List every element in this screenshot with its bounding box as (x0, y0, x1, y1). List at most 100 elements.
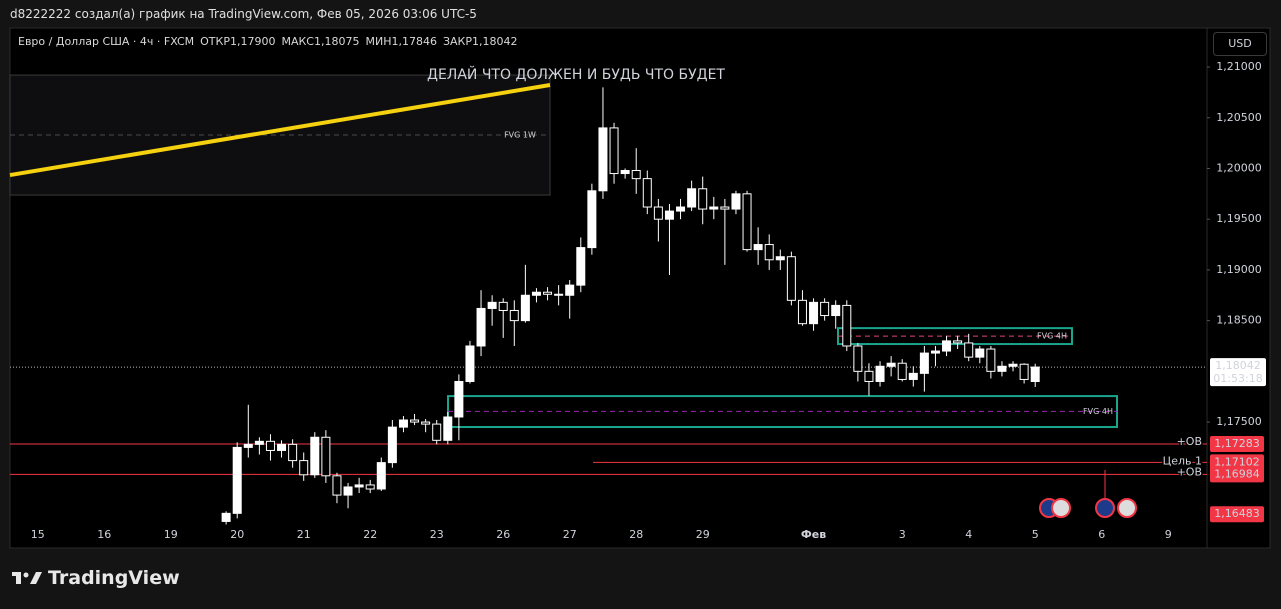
candle-body (398, 419, 408, 428)
candle-body (565, 284, 575, 296)
event-icon[interactable] (1051, 498, 1071, 518)
ohlc-value: 1,18075 (313, 35, 360, 48)
ohlc-value: 1,17900 (229, 35, 276, 48)
candle-body (842, 304, 852, 347)
ohlc-key: МАКС (281, 35, 314, 48)
candle-body (742, 193, 752, 251)
candle-body (277, 443, 287, 451)
candle-body (432, 423, 442, 441)
candle-body (1008, 363, 1018, 367)
currency-button[interactable]: USD (1213, 32, 1267, 56)
candle-body (265, 440, 275, 451)
candle-body (698, 188, 708, 210)
symbol: Евро / Доллар США · 4ч · FXCM (18, 35, 195, 48)
candle-body (387, 426, 397, 464)
x-tick-label: 21 (297, 528, 311, 541)
y-tick-label: 1,21000 (1216, 60, 1262, 73)
candle-body (1019, 363, 1029, 380)
candle-body (376, 462, 386, 490)
symbol-legend: Евро / Доллар США · 4ч · FXCM ОТКР1,1790… (18, 35, 518, 48)
candle-body (864, 370, 874, 382)
candle-body (354, 484, 364, 488)
candle-body (753, 244, 763, 251)
trendline (9, 83, 551, 178)
candle-body (609, 127, 619, 175)
x-tick-label: 22 (363, 528, 377, 541)
x-tick-label: 29 (696, 528, 710, 541)
candle-body (520, 294, 530, 322)
candle-body (454, 380, 464, 418)
level-price-label: 1,16984 (1214, 467, 1260, 480)
candle-body (554, 293, 564, 296)
logo: TradingView (12, 567, 180, 589)
x-tick-label: 26 (496, 528, 510, 541)
caption: d8222222 создал(а) график на TradingView… (10, 7, 477, 21)
candle-body (332, 475, 342, 496)
candle-body (421, 421, 431, 425)
x-tick-label: 5 (1032, 528, 1039, 541)
x-tick-label: 23 (430, 528, 444, 541)
candle-body (919, 352, 929, 374)
candle-body (310, 436, 320, 476)
candle-body (476, 307, 486, 347)
candle-body (975, 348, 985, 358)
candle-body (221, 512, 231, 522)
candle-body (886, 362, 896, 367)
x-tick-label: 28 (629, 528, 643, 541)
event-icon[interactable] (1117, 498, 1137, 518)
y-tick-label: 1,17500 (1216, 415, 1262, 428)
x-tick-label: Фев (801, 528, 826, 541)
countdown-label: 01:53:18 (1213, 372, 1262, 385)
candle-body (232, 446, 242, 514)
x-tick-label: 6 (1098, 528, 1105, 541)
candle-body (598, 127, 608, 192)
candle-body (631, 170, 641, 180)
candle-body (365, 484, 375, 490)
candle-body (576, 247, 586, 286)
level-label: +OB (1177, 435, 1202, 448)
candle-body (620, 170, 630, 175)
event-icons (1039, 498, 1137, 518)
candle-body (942, 340, 952, 352)
x-tick-label: 19 (164, 528, 178, 541)
ohlc: МАКС1,18075 (281, 35, 359, 48)
candle-body (764, 244, 774, 261)
candle-body (797, 299, 807, 325)
candle-body (986, 348, 996, 372)
candle-body (664, 210, 674, 220)
y-tick-label: 1,20000 (1216, 161, 1262, 174)
ohlc-value: 1,18042 (472, 35, 518, 48)
candle-body (709, 206, 719, 210)
event-icon[interactable] (1095, 498, 1115, 518)
candle-body (299, 460, 309, 476)
ohlc: ОТКР1,17900 (200, 35, 275, 48)
x-tick-label: 4 (965, 528, 972, 541)
level-price-label: 1,17102 (1214, 455, 1260, 468)
y-tick-label: 1,19500 (1216, 212, 1262, 225)
candle-body (997, 365, 1007, 372)
x-tick-label: 9 (1165, 528, 1172, 541)
candle-body (908, 372, 918, 380)
zone-label: FVG 4H (1083, 407, 1113, 416)
candle-body (897, 362, 907, 380)
x-tick-label: 3 (899, 528, 906, 541)
ohlc-key: ЗАКР (442, 35, 473, 48)
candle-body (687, 188, 697, 208)
candle-body (531, 291, 541, 296)
chart-frame (9, 27, 1271, 549)
level-price-box (1210, 436, 1264, 453)
candle-body (465, 345, 475, 382)
candle-body (543, 291, 553, 295)
candle-body (786, 256, 796, 301)
candle-body (953, 340, 963, 344)
candle-body (243, 443, 253, 448)
annotation: ДЕЛАЙ ЧТО ДОЛЖЕН И БУДЬ ЧТО БУДЕТ (427, 65, 725, 83)
zone-label: FVG 1W (504, 131, 536, 140)
candle-body (731, 193, 741, 210)
candle-body (288, 443, 298, 462)
last-price-box (1210, 358, 1266, 387)
candle-body (498, 301, 508, 311)
x-tick-label: 27 (563, 528, 577, 541)
